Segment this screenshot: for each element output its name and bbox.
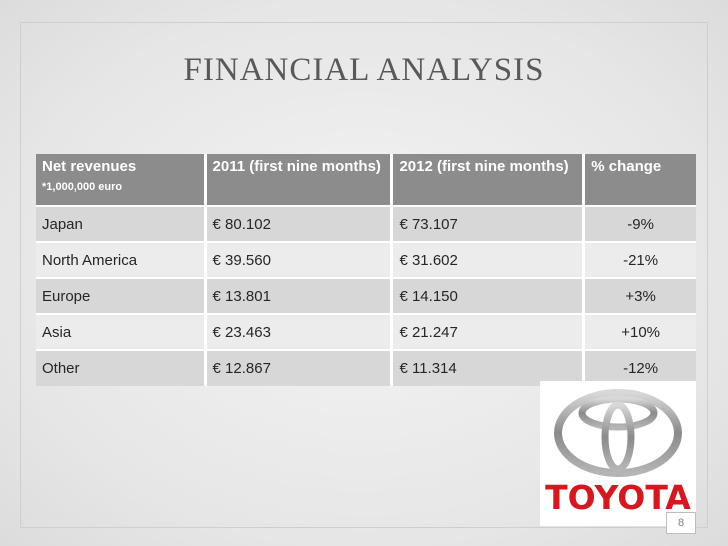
header-2011: 2011 (first nine months) bbox=[205, 154, 394, 206]
value-2011-cell: € 13.801 bbox=[205, 277, 394, 314]
toyota-wordmark: TOYOTA bbox=[545, 478, 691, 517]
table-row: Asia € 23.463 € 21.247 +10% bbox=[36, 313, 696, 350]
slide-title: FINANCIAL ANALYSIS bbox=[183, 52, 545, 88]
header-label: Net revenues bbox=[42, 158, 137, 175]
header-unit-note: *1,000,000 euro bbox=[42, 181, 123, 193]
value-2011-cell: € 39.560 bbox=[205, 241, 394, 278]
value-2012-cell: € 21.247 bbox=[391, 313, 586, 350]
value-2011-cell: € 80.102 bbox=[205, 205, 394, 242]
header-2012: 2012 (first nine months) bbox=[391, 154, 586, 206]
table-row: Other € 12.867 € 11.314 -12% bbox=[36, 349, 696, 386]
value-2012-cell: € 73.107 bbox=[391, 205, 586, 242]
value-2012-cell: € 11.314 bbox=[391, 349, 586, 386]
header-percent-change: % change bbox=[583, 154, 696, 206]
table-row: Japan € 80.102 € 73.107 -9% bbox=[36, 205, 696, 242]
table-header-row: Net revenues *1,000,000 euro 2011 (first… bbox=[36, 154, 696, 206]
region-cell: Japan bbox=[36, 205, 207, 242]
value-2011-cell: € 12.867 bbox=[205, 349, 394, 386]
toyota-emblem-icon bbox=[554, 389, 682, 477]
table-row: North America € 39.560 € 31.602 -21% bbox=[36, 241, 696, 278]
region-cell: North America bbox=[36, 241, 207, 278]
change-cell: -9% bbox=[583, 205, 696, 242]
financial-table: Net revenues *1,000,000 euro 2011 (first… bbox=[36, 154, 696, 386]
change-cell: -21% bbox=[583, 241, 696, 278]
page-number: 8 bbox=[666, 512, 696, 534]
value-2012-cell: € 14.150 bbox=[391, 277, 586, 314]
table-row: Europe € 13.801 € 14.150 +3% bbox=[36, 277, 696, 314]
value-2012-cell: € 31.602 bbox=[391, 241, 586, 278]
change-cell: +10% bbox=[583, 313, 696, 350]
region-cell: Other bbox=[36, 349, 207, 386]
region-cell: Europe bbox=[36, 277, 207, 314]
value-2011-cell: € 23.463 bbox=[205, 313, 394, 350]
header-net-revenues: Net revenues *1,000,000 euro bbox=[36, 154, 207, 206]
change-cell: -12% bbox=[583, 349, 696, 386]
change-cell: +3% bbox=[583, 277, 696, 314]
slide-frame bbox=[20, 22, 708, 528]
region-cell: Asia bbox=[36, 313, 207, 350]
toyota-logo: TOYOTA bbox=[540, 381, 696, 526]
